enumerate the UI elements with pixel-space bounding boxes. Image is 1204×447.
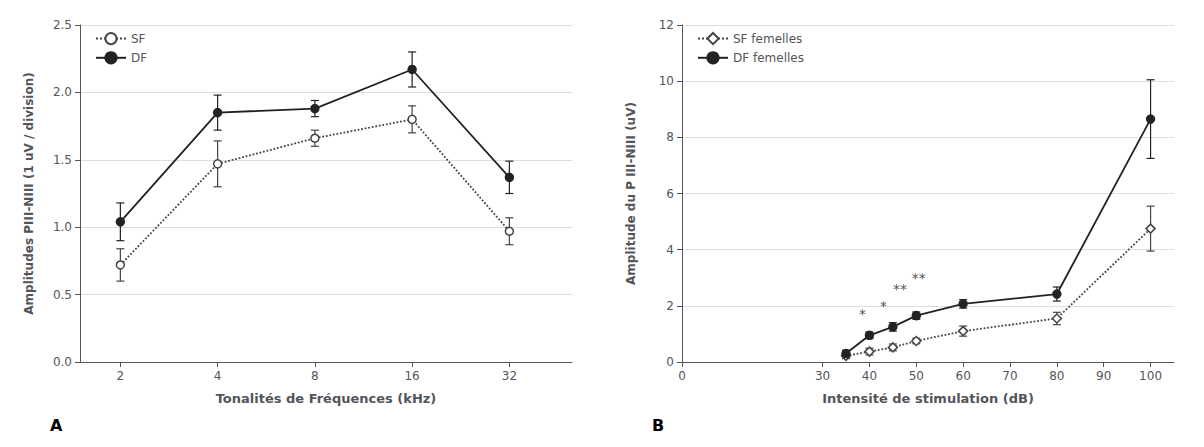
svg-text:Tonalités de Fréquences (kHz): Tonalités de Fréquences (kHz) bbox=[216, 391, 437, 406]
svg-text:10: 10 bbox=[659, 74, 674, 88]
svg-text:2.5: 2.5 bbox=[53, 18, 72, 32]
svg-text:2: 2 bbox=[666, 299, 674, 313]
svg-text:8: 8 bbox=[666, 130, 674, 144]
svg-text:B: B bbox=[652, 416, 664, 435]
svg-text:Amplitude du P III-NIII (uV): Amplitude du P III-NIII (uV) bbox=[624, 102, 638, 285]
svg-text:0: 0 bbox=[678, 369, 686, 383]
svg-text:**: ** bbox=[893, 281, 907, 297]
svg-text:32: 32 bbox=[502, 369, 517, 383]
svg-text:0: 0 bbox=[666, 355, 674, 369]
svg-text:4: 4 bbox=[214, 369, 222, 383]
svg-text:40: 40 bbox=[862, 369, 877, 383]
svg-text:Intensité de stimulation (dB): Intensité de stimulation (dB) bbox=[822, 391, 1034, 406]
svg-text:90: 90 bbox=[1096, 369, 1111, 383]
svg-text:2: 2 bbox=[117, 369, 125, 383]
svg-text:70: 70 bbox=[1002, 369, 1017, 383]
svg-text:DF femelles: DF femelles bbox=[733, 51, 804, 65]
svg-text:0.5: 0.5 bbox=[53, 288, 72, 302]
svg-text:16: 16 bbox=[404, 369, 419, 383]
svg-text:4: 4 bbox=[666, 243, 674, 257]
svg-text:60: 60 bbox=[956, 369, 971, 383]
svg-text:DF: DF bbox=[131, 51, 147, 65]
svg-text:*: * bbox=[880, 298, 887, 314]
svg-text:2.0: 2.0 bbox=[53, 85, 72, 99]
svg-text:*: * bbox=[859, 306, 866, 322]
svg-text:A: A bbox=[50, 416, 63, 435]
svg-text:1.5: 1.5 bbox=[53, 153, 72, 167]
svg-text:SF femelles: SF femelles bbox=[733, 32, 802, 46]
svg-text:**: ** bbox=[912, 270, 926, 286]
svg-text:80: 80 bbox=[1049, 369, 1064, 383]
svg-text:SF: SF bbox=[131, 32, 146, 46]
svg-text:100: 100 bbox=[1139, 369, 1162, 383]
svg-text:12: 12 bbox=[659, 18, 674, 32]
svg-text:50: 50 bbox=[909, 369, 924, 383]
svg-text:6: 6 bbox=[666, 187, 674, 201]
svg-text:1.0: 1.0 bbox=[53, 220, 72, 234]
svg-text:0.0: 0.0 bbox=[53, 355, 72, 369]
svg-text:8: 8 bbox=[311, 369, 319, 383]
svg-text:30: 30 bbox=[815, 369, 830, 383]
svg-text:Amplitudes PIII-NIII (1 uV / d: Amplitudes PIII-NIII (1 uV / division) bbox=[22, 72, 36, 314]
